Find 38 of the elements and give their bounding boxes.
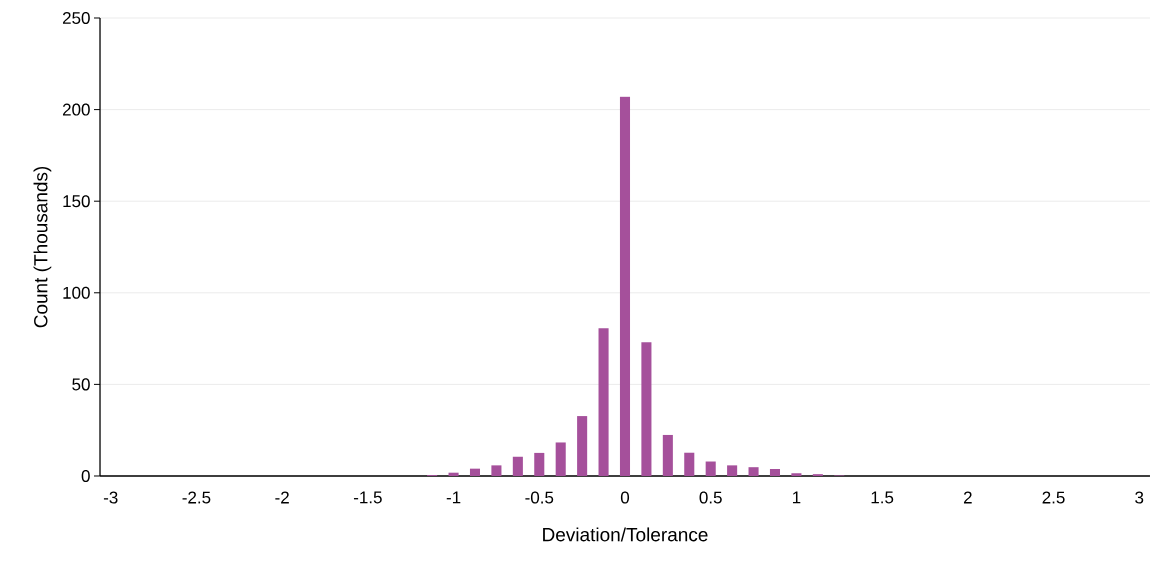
bar xyxy=(684,452,695,476)
x-tick-label: -0.5 xyxy=(525,491,554,504)
bar xyxy=(555,442,566,476)
y-tick-label: 200 xyxy=(62,103,90,116)
bar xyxy=(598,328,609,476)
bar xyxy=(491,465,502,476)
bar xyxy=(727,465,738,476)
y-tick-label: 150 xyxy=(63,195,90,208)
y-tick-label: 250 xyxy=(62,11,90,25)
bar xyxy=(791,473,802,476)
bar xyxy=(469,468,481,476)
x-tick-label: -2.5 xyxy=(182,491,211,504)
y-tick-label: 0 xyxy=(81,469,90,483)
x-tick-label: -3 xyxy=(103,491,118,504)
bar xyxy=(641,342,652,476)
bar xyxy=(748,467,759,476)
bar xyxy=(534,452,545,476)
x-tick-label: -2 xyxy=(275,491,289,504)
bar xyxy=(512,456,523,476)
y-axis-title: Count (Thousands) xyxy=(33,166,52,328)
bar xyxy=(448,472,459,476)
x-tick-label: 0 xyxy=(620,491,630,504)
y-tick-label: 100 xyxy=(63,286,90,299)
bar xyxy=(577,416,588,476)
x-tick-label: 1 xyxy=(792,491,801,504)
bar xyxy=(619,96,631,476)
x-tick-label: -1.5 xyxy=(353,491,382,504)
bar xyxy=(769,469,781,476)
bar xyxy=(705,461,716,476)
bar xyxy=(662,434,673,476)
x-axis-title: Deviation/Tolerance xyxy=(543,527,708,542)
x-tick-label: 1.5 xyxy=(871,491,894,504)
y-tick-label: 50 xyxy=(72,378,90,391)
x-tick-label: -1 xyxy=(446,491,461,504)
x-tick-label: 2 xyxy=(963,491,972,504)
x-tick-label: 3 xyxy=(1135,491,1144,504)
x-tick-label: 2.5 xyxy=(1042,491,1065,504)
x-tick-label: 0.5 xyxy=(699,491,722,504)
